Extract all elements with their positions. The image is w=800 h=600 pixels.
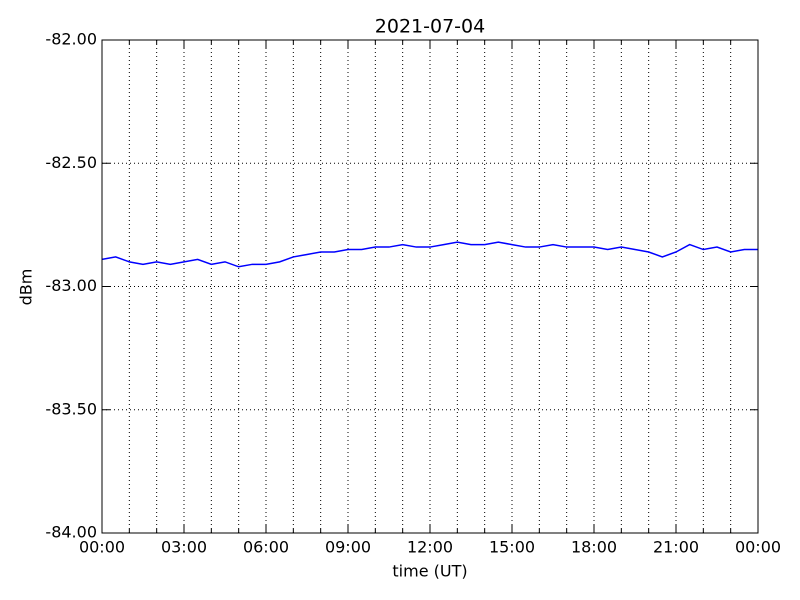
x-tick-label: 12:00	[407, 538, 453, 557]
x-tick-label: 00:00	[79, 538, 125, 557]
y-tick-label: -82.50	[45, 153, 97, 172]
data-line	[101, 241, 758, 268]
x-tick-label: 15:00	[489, 538, 535, 557]
x-axis-label: time (UT)	[392, 562, 467, 581]
x-tick-label: 21:00	[653, 538, 699, 557]
x-tick-label: 03:00	[161, 538, 207, 557]
y-tick-label: -82.00	[45, 30, 97, 49]
y-axis-label: dBm	[17, 269, 36, 306]
x-tick-label: 00:00	[735, 538, 781, 557]
y-tick-label: -84.00	[45, 523, 97, 542]
x-tick-label: 09:00	[325, 538, 371, 557]
y-tick-label: -83.00	[45, 276, 97, 295]
y-tick-label: -83.50	[45, 399, 97, 418]
x-tick-label: 18:00	[571, 538, 617, 557]
plot-frame	[101, 39, 759, 534]
x-tick-label: 06:00	[243, 538, 289, 557]
chart-title: 2021-07-04	[375, 16, 485, 38]
